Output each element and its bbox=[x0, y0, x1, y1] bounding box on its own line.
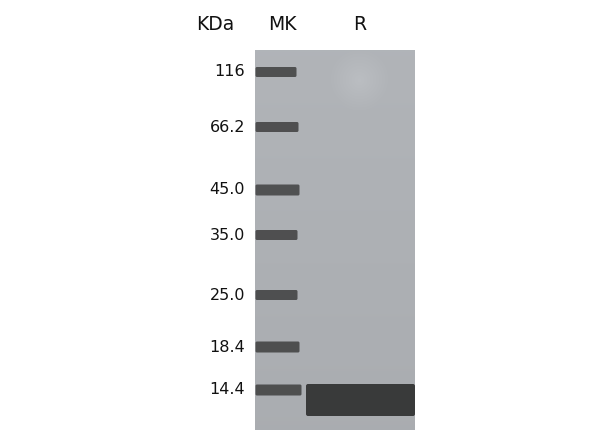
Text: KDa: KDa bbox=[196, 15, 234, 34]
FancyBboxPatch shape bbox=[306, 384, 415, 416]
FancyBboxPatch shape bbox=[255, 341, 300, 352]
Text: 25.0: 25.0 bbox=[209, 287, 245, 302]
Text: R: R bbox=[353, 15, 366, 34]
Text: 14.4: 14.4 bbox=[209, 382, 245, 397]
FancyBboxPatch shape bbox=[255, 230, 297, 240]
Text: 66.2: 66.2 bbox=[209, 120, 245, 135]
FancyBboxPatch shape bbox=[255, 122, 299, 132]
FancyBboxPatch shape bbox=[255, 67, 297, 77]
Text: 45.0: 45.0 bbox=[209, 183, 245, 198]
Text: 116: 116 bbox=[214, 65, 245, 80]
FancyBboxPatch shape bbox=[255, 184, 300, 195]
Text: 18.4: 18.4 bbox=[209, 340, 245, 355]
Text: MK: MK bbox=[268, 15, 296, 34]
FancyBboxPatch shape bbox=[255, 385, 301, 396]
Text: 35.0: 35.0 bbox=[209, 227, 245, 242]
FancyBboxPatch shape bbox=[255, 290, 297, 300]
